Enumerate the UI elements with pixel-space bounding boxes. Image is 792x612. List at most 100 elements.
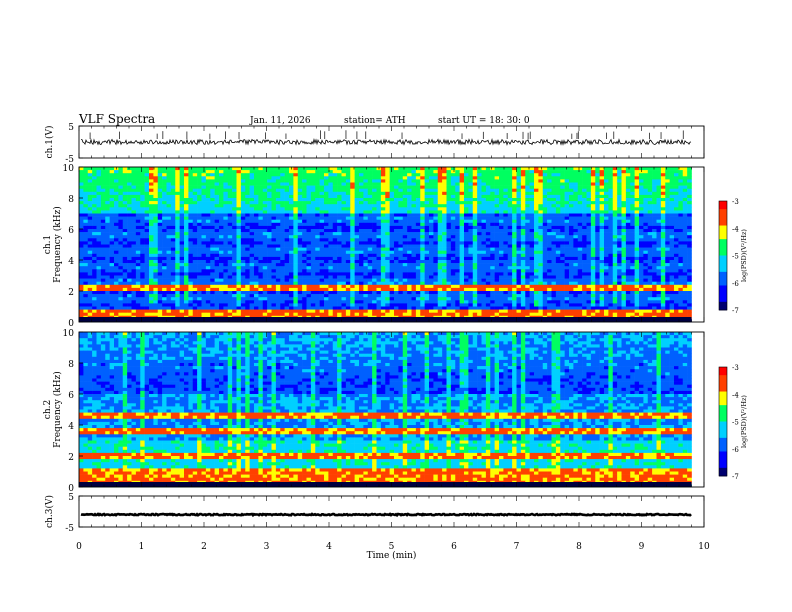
colorbar-swatch (719, 288, 727, 292)
ch1-time-series-ytick-label: -5 (65, 155, 74, 165)
colorbar-swatch (719, 233, 727, 237)
colorbar-swatch (719, 443, 727, 447)
colorbar-swatch (719, 263, 727, 267)
colorbar-swatch (719, 418, 727, 422)
colorbar-swatch (719, 391, 727, 395)
ch1-time-series-ytick-label: 5 (68, 123, 74, 133)
colorbar-swatch (719, 285, 727, 289)
colorbar-swatch (719, 407, 727, 411)
colorbar-swatch (719, 459, 727, 463)
colorbar-swatch (719, 396, 727, 401)
ch2-spectrogram-panel: 0 2 4 6 8 10 ch.2 Frequency (kHz) (43, 329, 705, 494)
colorbar-tick-label: -4 (732, 225, 739, 233)
colorbar-swatch (719, 388, 727, 392)
colorbar-swatch (719, 209, 727, 213)
colorbar-swatch (719, 402, 727, 406)
ch2-spectrogram-ytick-label: 0 (68, 484, 74, 494)
ch1-spectrogram-ylabel: Frequency (kHz) (52, 206, 63, 283)
colorbar-swatch (719, 252, 727, 256)
ch1-spectrogram-ytick-label: 2 (68, 288, 74, 298)
colorbar-swatch (719, 399, 727, 403)
colorbar-swatch (719, 277, 727, 281)
colorbar-swatch (719, 451, 727, 455)
colorbar-tick-label: -4 (732, 391, 739, 399)
ch1-spectrogram-ytick-label: 8 (68, 195, 74, 205)
colorbar-frame (718, 366, 728, 477)
ch1-colorbar: -3 -4 -5 -6 -7 log(PSD)(V²/Hz) (718, 198, 748, 315)
colorbar-swatch (719, 260, 727, 265)
colorbar-tick-label: -3 (732, 364, 739, 372)
colorbar-swatch (719, 282, 727, 286)
station-label: station= ATH (344, 116, 406, 126)
colorbar-swatch (719, 446, 727, 450)
ch2-spectrogram-ytick-label: 8 (68, 360, 74, 370)
colorbar-swatch (719, 424, 727, 428)
time-tick-label: 1 (139, 542, 145, 552)
colorbar-swatch (719, 241, 727, 245)
ch1-spectrogram-ytick-label: 10 (63, 164, 75, 174)
ch1-time-series-ylabel: ch.1(V) (44, 126, 55, 159)
colorbar-swatch (719, 467, 727, 471)
colorbar-tick-label: -6 (732, 280, 739, 288)
colorbar-swatch (719, 269, 727, 273)
time-axis-label: Time (min) (367, 550, 417, 561)
colorbar-tick-label: -7 (732, 307, 739, 315)
ch1-spectrogram-ytick-label: 4 (68, 257, 74, 267)
time-tick-label: 8 (576, 542, 582, 552)
time-tick-label: 9 (639, 542, 645, 552)
colorbar-swatch (719, 203, 727, 207)
colorbar-tick-label: -7 (732, 473, 739, 481)
colorbar-swatch (719, 386, 727, 390)
ch2-spectrogram-ytick-label: 4 (68, 422, 74, 432)
ch2-spectrogram-ytick-label: 6 (68, 391, 74, 401)
colorbar-swatch (719, 440, 727, 444)
colorbar-swatch (719, 217, 727, 221)
colorbar-swatch (719, 304, 727, 308)
ch1-spectrogram-channel-label: ch.1 (43, 235, 53, 254)
colorbar-swatch (719, 293, 727, 297)
ch2-colorbar: -3 -4 -5 -6 -7 log(PSD)(V²/Hz) (718, 364, 748, 481)
colorbar-swatch (719, 377, 727, 382)
ch1-timeseries-panel: 5 -5 ch.1(V) (44, 123, 705, 165)
colorbar-swatch (719, 413, 727, 417)
colorbar-swatch (719, 211, 727, 216)
colorbar-swatch (719, 250, 727, 254)
colorbar-swatch (719, 201, 727, 205)
colorbar-swatch (719, 236, 727, 240)
colorbar-swatch (719, 271, 727, 275)
figure-title: VLF Spectra (78, 112, 155, 126)
colorbar-swatch (719, 220, 727, 224)
colorbar-swatch (719, 421, 727, 425)
colorbar-swatch (719, 301, 727, 305)
colorbar-swatch (719, 410, 727, 414)
start-time-label: start UT = 18: 30: 0 (438, 116, 530, 126)
colorbar-swatch (719, 380, 727, 384)
colorbar-swatch (719, 230, 727, 235)
colorbar-swatch (719, 206, 727, 210)
colorbar-swatch (719, 462, 727, 466)
time-tick-label: 10 (698, 542, 710, 552)
colorbar-frame (718, 200, 728, 311)
colorbar-swatch (719, 225, 727, 229)
colorbar-swatch (719, 299, 727, 303)
colorbar-swatch (719, 456, 727, 461)
ch1-time-series-trace (81, 137, 692, 146)
ch2-spectrogram-dc-band (79, 482, 692, 487)
ch1-spectrogram-cells (79, 167, 692, 323)
colorbar-swatch (719, 383, 727, 387)
ch3-time-series-ylabel: ch.3(V) (44, 495, 55, 528)
colorbar-swatch (719, 435, 727, 439)
colorbar-swatch (719, 432, 727, 436)
ch2-spectrogram-cells (79, 332, 692, 488)
time-axis: 0 1 2 3 4 5 6 7 8 9 10 Time (min) (76, 542, 710, 561)
ch1-spectrogram-panel: 0 2 4 6 8 10 ch.1 Frequency (kHz) (43, 164, 705, 329)
colorbar-swatch (719, 465, 727, 469)
colorbar-swatch (719, 369, 727, 373)
colorbar-swatch (719, 280, 727, 284)
colorbar-swatch (719, 448, 727, 452)
ch2-spectrogram-ytick-label: 10 (63, 329, 75, 339)
time-tick-label: 0 (76, 542, 82, 552)
time-tick-label: 7 (514, 542, 520, 552)
ch3-time-series-ytick-label: 5 (68, 493, 74, 503)
